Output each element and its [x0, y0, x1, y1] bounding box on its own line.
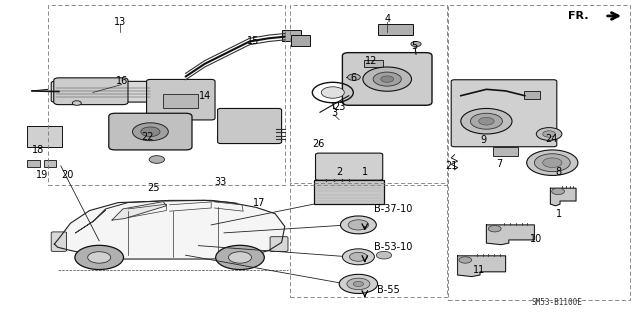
FancyBboxPatch shape: [316, 153, 383, 180]
Circle shape: [342, 249, 374, 265]
Text: 18: 18: [32, 145, 45, 155]
Bar: [290, 5, 447, 185]
Bar: [282, 30, 301, 41]
FancyBboxPatch shape: [147, 79, 215, 120]
Circle shape: [527, 150, 578, 175]
FancyBboxPatch shape: [54, 78, 128, 105]
Text: FR.: FR.: [568, 11, 589, 21]
Bar: [27, 160, 40, 167]
Polygon shape: [54, 200, 285, 259]
Text: 24: 24: [545, 134, 558, 144]
Bar: [291, 35, 310, 46]
FancyBboxPatch shape: [270, 237, 288, 251]
Circle shape: [376, 251, 392, 259]
Text: 17: 17: [253, 197, 266, 208]
Circle shape: [470, 113, 502, 129]
FancyBboxPatch shape: [218, 108, 282, 144]
Text: 21: 21: [445, 161, 458, 171]
Circle shape: [543, 158, 562, 167]
Text: 8: 8: [555, 167, 561, 177]
Text: 13: 13: [114, 17, 127, 27]
Text: 4: 4: [384, 14, 390, 24]
Bar: [524, 91, 540, 99]
Circle shape: [411, 41, 421, 47]
Text: 7: 7: [496, 159, 502, 169]
Text: 22: 22: [141, 132, 154, 142]
Text: 33: 33: [214, 177, 227, 187]
FancyBboxPatch shape: [342, 53, 432, 105]
Circle shape: [534, 154, 570, 172]
Circle shape: [536, 128, 562, 140]
Text: 15: 15: [246, 36, 259, 47]
Circle shape: [88, 252, 111, 263]
Text: 12: 12: [365, 56, 378, 66]
FancyBboxPatch shape: [109, 113, 192, 150]
Circle shape: [552, 188, 564, 195]
Text: 23: 23: [333, 102, 346, 112]
Text: SM53-B1100E: SM53-B1100E: [531, 298, 582, 307]
Circle shape: [348, 220, 369, 230]
Text: B-53-10: B-53-10: [374, 242, 412, 252]
Circle shape: [488, 226, 501, 232]
Circle shape: [228, 252, 252, 263]
Bar: [48, 5, 285, 185]
Circle shape: [72, 101, 81, 105]
Circle shape: [216, 245, 264, 270]
FancyBboxPatch shape: [451, 80, 557, 147]
Polygon shape: [486, 225, 534, 245]
Text: 5: 5: [412, 41, 418, 51]
Circle shape: [381, 76, 394, 82]
Circle shape: [373, 72, 401, 86]
Text: 16: 16: [115, 76, 128, 86]
Circle shape: [461, 108, 512, 134]
Polygon shape: [112, 202, 166, 220]
Text: 19: 19: [35, 170, 48, 181]
Bar: [163, 94, 198, 108]
Polygon shape: [458, 256, 506, 277]
Text: 20: 20: [61, 170, 74, 181]
Circle shape: [349, 252, 367, 261]
FancyBboxPatch shape: [51, 81, 157, 102]
Text: 1: 1: [556, 209, 563, 219]
Text: 10: 10: [530, 234, 543, 244]
Text: 9: 9: [480, 135, 486, 145]
Circle shape: [340, 216, 376, 234]
Circle shape: [543, 131, 556, 137]
FancyBboxPatch shape: [51, 232, 67, 251]
Circle shape: [75, 245, 124, 270]
Text: 11: 11: [472, 264, 485, 275]
Text: B-55: B-55: [377, 285, 400, 295]
Text: B-37-10: B-37-10: [374, 204, 412, 214]
Bar: [290, 183, 447, 297]
Circle shape: [363, 67, 412, 91]
Circle shape: [459, 257, 472, 263]
Circle shape: [347, 278, 370, 290]
Bar: [448, 5, 630, 300]
Bar: [44, 160, 56, 167]
Circle shape: [321, 87, 344, 98]
Bar: [27, 126, 62, 147]
Text: 1: 1: [362, 167, 368, 177]
Circle shape: [353, 281, 364, 286]
Bar: [378, 24, 413, 35]
Bar: [314, 180, 384, 204]
Text: 2: 2: [336, 167, 342, 177]
Bar: [493, 147, 518, 156]
Text: 26: 26: [312, 138, 325, 149]
Circle shape: [149, 156, 164, 163]
Text: 25: 25: [147, 183, 160, 193]
Circle shape: [348, 74, 360, 80]
Circle shape: [132, 123, 168, 141]
Polygon shape: [550, 188, 576, 206]
Text: 6: 6: [351, 73, 357, 83]
Circle shape: [141, 127, 160, 137]
Text: 14: 14: [198, 91, 211, 101]
Text: 3: 3: [331, 108, 337, 118]
Bar: [364, 60, 383, 67]
Circle shape: [479, 117, 494, 125]
Circle shape: [339, 274, 378, 293]
